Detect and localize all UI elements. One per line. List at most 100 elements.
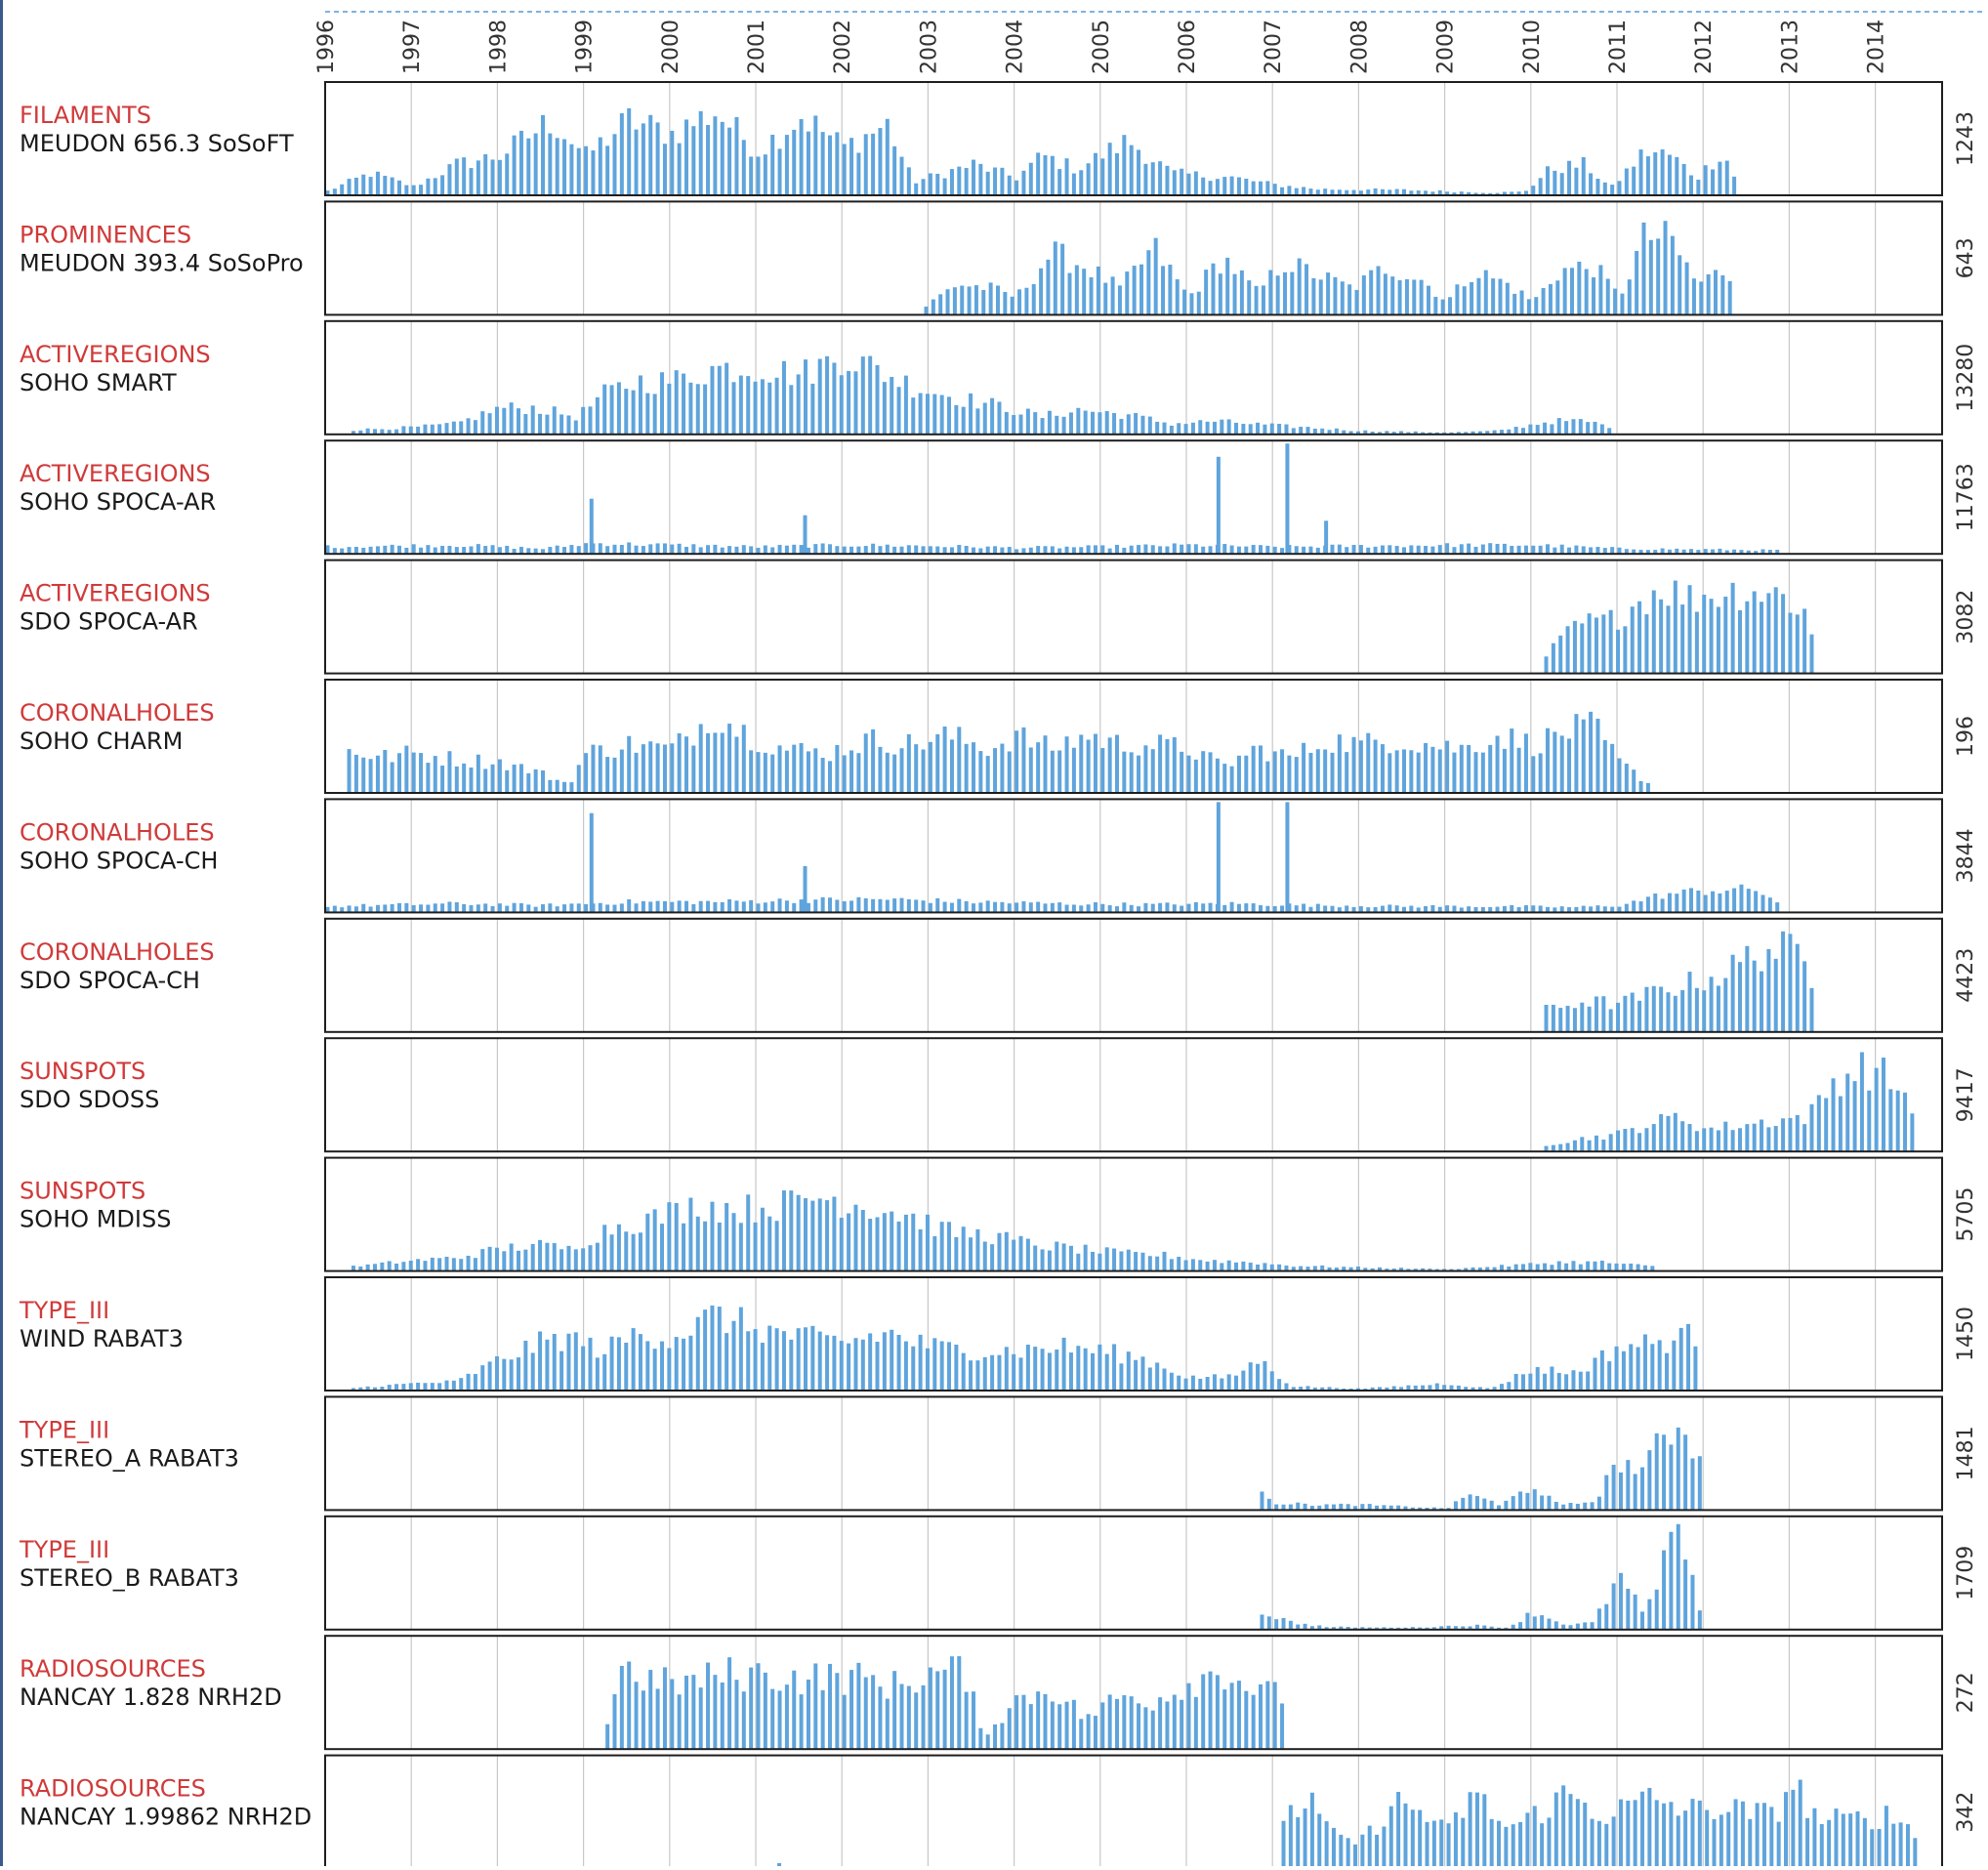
data-bar	[1294, 546, 1299, 555]
series-category-label: CORONALHOLES	[20, 699, 215, 727]
series-max-label: 196	[1954, 716, 1978, 757]
data-bar	[856, 546, 861, 555]
data-bar	[1382, 1826, 1387, 1869]
data-bar	[1775, 549, 1780, 555]
data-bar	[1137, 149, 1141, 195]
data-bar	[928, 1667, 932, 1750]
data-bar	[1470, 1387, 1475, 1391]
data-bar	[1719, 1814, 1723, 1869]
data-bar	[1637, 601, 1642, 674]
data-bar	[1667, 549, 1672, 555]
data-bar	[497, 903, 502, 913]
data-bar	[1323, 905, 1328, 913]
data-bar	[454, 901, 459, 913]
data-bar	[806, 547, 810, 555]
data-bar	[799, 545, 804, 555]
data-bar	[1348, 431, 1353, 435]
data-bar	[806, 131, 810, 195]
data-bar	[1630, 1128, 1635, 1152]
data-bar	[1265, 181, 1270, 195]
data-bar	[1571, 419, 1576, 435]
data-bar	[1404, 278, 1409, 315]
data-bar	[1624, 764, 1629, 793]
data-bar	[1076, 1253, 1081, 1271]
data-bar	[1416, 545, 1421, 555]
data-bar	[1363, 430, 1368, 435]
data-bar	[892, 1671, 897, 1750]
data-bar	[939, 1341, 944, 1391]
data-bar	[1399, 1387, 1404, 1391]
data-bar	[394, 429, 399, 435]
data-bar	[1526, 299, 1531, 315]
data-bar	[947, 1222, 952, 1271]
data-bar	[1640, 1791, 1645, 1869]
data-bar	[1502, 905, 1507, 913]
data-bar	[1021, 170, 1026, 195]
data-bar	[1143, 163, 1148, 195]
data-bar	[1107, 548, 1112, 555]
data-bar	[1137, 906, 1141, 913]
data-bar	[1589, 547, 1594, 555]
data-bar	[662, 744, 667, 793]
series-category-label: ACTIVEREGIONS	[20, 460, 211, 487]
data-bar	[490, 545, 495, 555]
data-bar	[566, 415, 571, 435]
data-bar	[796, 1328, 801, 1391]
data-bar	[1402, 547, 1406, 555]
data-bar	[1618, 1799, 1623, 1869]
data-bar	[584, 903, 589, 913]
data-bar	[1137, 545, 1141, 555]
data-bar	[1752, 960, 1757, 1032]
data-bar	[1730, 1130, 1735, 1152]
data-bar	[584, 753, 589, 793]
data-bar	[1453, 1626, 1458, 1630]
data-bar	[1387, 545, 1392, 555]
data-bar	[871, 728, 876, 793]
data-bar	[842, 1694, 847, 1750]
data-bar	[1544, 1005, 1549, 1032]
data-bar	[641, 900, 645, 913]
data-bar	[817, 358, 822, 435]
data-bar	[1406, 1268, 1411, 1271]
data-bar	[1547, 1495, 1552, 1511]
data-bar	[645, 393, 650, 435]
data-bar	[1269, 1264, 1274, 1271]
data-bar	[1492, 430, 1497, 435]
data-bar	[1587, 613, 1592, 674]
data-bar	[624, 1343, 629, 1391]
data-bar	[868, 1333, 873, 1391]
data-bar	[1531, 905, 1536, 913]
data-bar	[691, 745, 696, 793]
data-bar	[490, 905, 495, 913]
data-bar	[1287, 755, 1292, 793]
data-bar	[1535, 1264, 1540, 1271]
data-bar	[677, 900, 682, 913]
data-bar	[1630, 606, 1635, 674]
data-bar	[972, 903, 975, 913]
data-bar	[1781, 1118, 1786, 1152]
data-bar	[828, 897, 832, 913]
data-bar	[695, 384, 700, 435]
data-bar	[454, 766, 459, 793]
data-bar	[1212, 421, 1217, 435]
data-bar	[1881, 1058, 1885, 1152]
data-bar	[1140, 1252, 1145, 1271]
data-bar	[1269, 1371, 1274, 1391]
data-bar	[770, 134, 775, 195]
series-source-label: SDO SPOCA-AR	[20, 608, 198, 636]
data-bar	[1532, 1616, 1537, 1630]
data-bar	[1082, 269, 1087, 315]
data-bar	[1337, 734, 1342, 793]
data-bar	[972, 159, 975, 195]
series-category-label: TYPE_III	[19, 1536, 109, 1563]
data-bar	[1437, 906, 1442, 913]
data-bar	[1608, 1134, 1613, 1152]
data-bar	[1353, 1844, 1358, 1869]
data-bar	[892, 145, 897, 195]
data-bar	[1376, 266, 1381, 315]
data-bar	[655, 1688, 660, 1750]
data-bar	[387, 1385, 392, 1391]
data-bar	[921, 546, 926, 555]
data-bar	[1347, 284, 1352, 315]
